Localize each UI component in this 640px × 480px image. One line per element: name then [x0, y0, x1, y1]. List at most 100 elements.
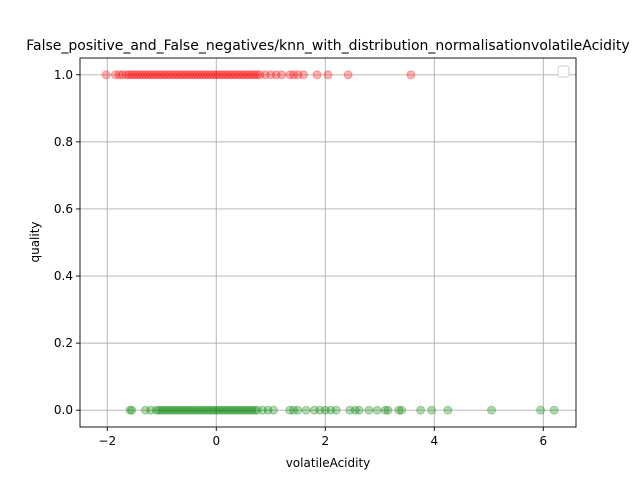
false-negative-point [230, 405, 240, 415]
false-negative-point [179, 405, 189, 415]
false-negative-point [181, 405, 191, 415]
false-negative-point [315, 405, 325, 415]
y-tick-label: 0.8 [54, 135, 73, 149]
false-negative-point [394, 405, 404, 415]
false-negative-point [309, 405, 319, 415]
false-negative-point [427, 405, 437, 415]
false-positive-point [143, 70, 153, 80]
false-positive-point [266, 70, 276, 80]
false-negative-point [320, 405, 330, 415]
false-positive-point [162, 70, 172, 80]
false-positive-point [222, 70, 232, 80]
false-negative-point [549, 405, 559, 415]
false-positive-point [312, 70, 322, 80]
false-negative-point [536, 405, 546, 415]
false-negative-point [239, 405, 249, 415]
false-negative-point [380, 405, 390, 415]
false-positive-point [130, 70, 140, 80]
false-positive-point [149, 70, 159, 80]
false-positive-point [159, 70, 169, 80]
false-positive-point [260, 70, 270, 80]
false-positive-point [236, 70, 246, 80]
false-positive-point [343, 70, 353, 80]
false-negative-point [326, 405, 336, 415]
y-tick-label: 0.6 [54, 202, 73, 216]
false-negative-point [192, 405, 202, 415]
false-negative-point [301, 405, 311, 415]
false-negative-point [140, 405, 150, 415]
false-negative-point [263, 405, 273, 415]
false-positive-point [151, 70, 161, 80]
false-positive-point [184, 70, 194, 80]
false-negative-point [247, 405, 257, 415]
false-positive-point [293, 70, 303, 80]
false-positive-point [228, 70, 238, 80]
false-positive-point [277, 70, 287, 80]
false-positive-point [140, 70, 150, 80]
false-positive-point [200, 70, 210, 80]
x-axis-label: volatileAcidity [286, 456, 371, 470]
false-negative-point [184, 405, 194, 415]
false-positive-point [217, 70, 227, 80]
false-negative-point [350, 405, 360, 415]
false-negative-point [219, 405, 229, 415]
false-negative-point [249, 405, 259, 415]
false-positive-point [271, 70, 281, 80]
false-negative-point [236, 405, 246, 415]
y-axis-label: quality [28, 221, 42, 262]
false-negative-point [222, 405, 232, 415]
plot-frame [79, 57, 577, 428]
false-positive-point [198, 70, 208, 80]
false-positive-point [173, 70, 183, 80]
false-negative-point [293, 405, 303, 415]
false-negative-point [162, 405, 172, 415]
false-negative-point [168, 405, 178, 415]
false-negative-point [170, 405, 180, 415]
false-negative-point [225, 405, 235, 415]
false-positive-point [249, 70, 259, 80]
false-positive-point [323, 70, 333, 80]
false-negative-point [244, 405, 254, 415]
false-positive-point [124, 70, 134, 80]
false-negative-point [383, 405, 393, 415]
false-negative-point [146, 405, 156, 415]
false-positive-point [244, 70, 254, 80]
false-positive-point [230, 70, 240, 80]
x-tick-label: 4 [430, 434, 438, 448]
false-negative-point [211, 405, 221, 415]
false-positive-point [233, 70, 243, 80]
false-negative-point [487, 405, 497, 415]
false-positive-point [138, 70, 148, 80]
false-negative-point [189, 405, 199, 415]
false-positive-point [298, 70, 308, 80]
false-positive-point [289, 70, 299, 80]
x-tick-label: 2 [321, 434, 329, 448]
false-positive-point [241, 70, 251, 80]
false-negative-point [331, 405, 341, 415]
false-positive-point [209, 70, 219, 80]
y-tick-label: 0.2 [54, 336, 73, 350]
false-negative-point [233, 405, 243, 415]
false-positive-point [146, 70, 156, 80]
false-negative-point [217, 405, 227, 415]
false-positive-point [121, 70, 131, 80]
false-positive-point [114, 70, 124, 80]
false-negative-point [289, 405, 299, 415]
false-positive-point [252, 70, 262, 80]
false-positive-point [127, 70, 137, 80]
false-negative-point [151, 405, 161, 415]
false-positive-point [154, 70, 164, 80]
false-negative-point [195, 405, 205, 415]
false-negative-point [241, 405, 251, 415]
y-tick-label: 1.0 [54, 68, 73, 82]
false-positive-point [219, 70, 229, 80]
false-negative-point [198, 405, 208, 415]
false-positive-point [247, 70, 257, 80]
false-positive-point [285, 70, 295, 80]
false-negative-point [176, 405, 186, 415]
false-positive-point [214, 70, 224, 80]
false-negative-point [209, 405, 219, 415]
false-positive-point [225, 70, 235, 80]
false-positive-point [406, 70, 416, 80]
